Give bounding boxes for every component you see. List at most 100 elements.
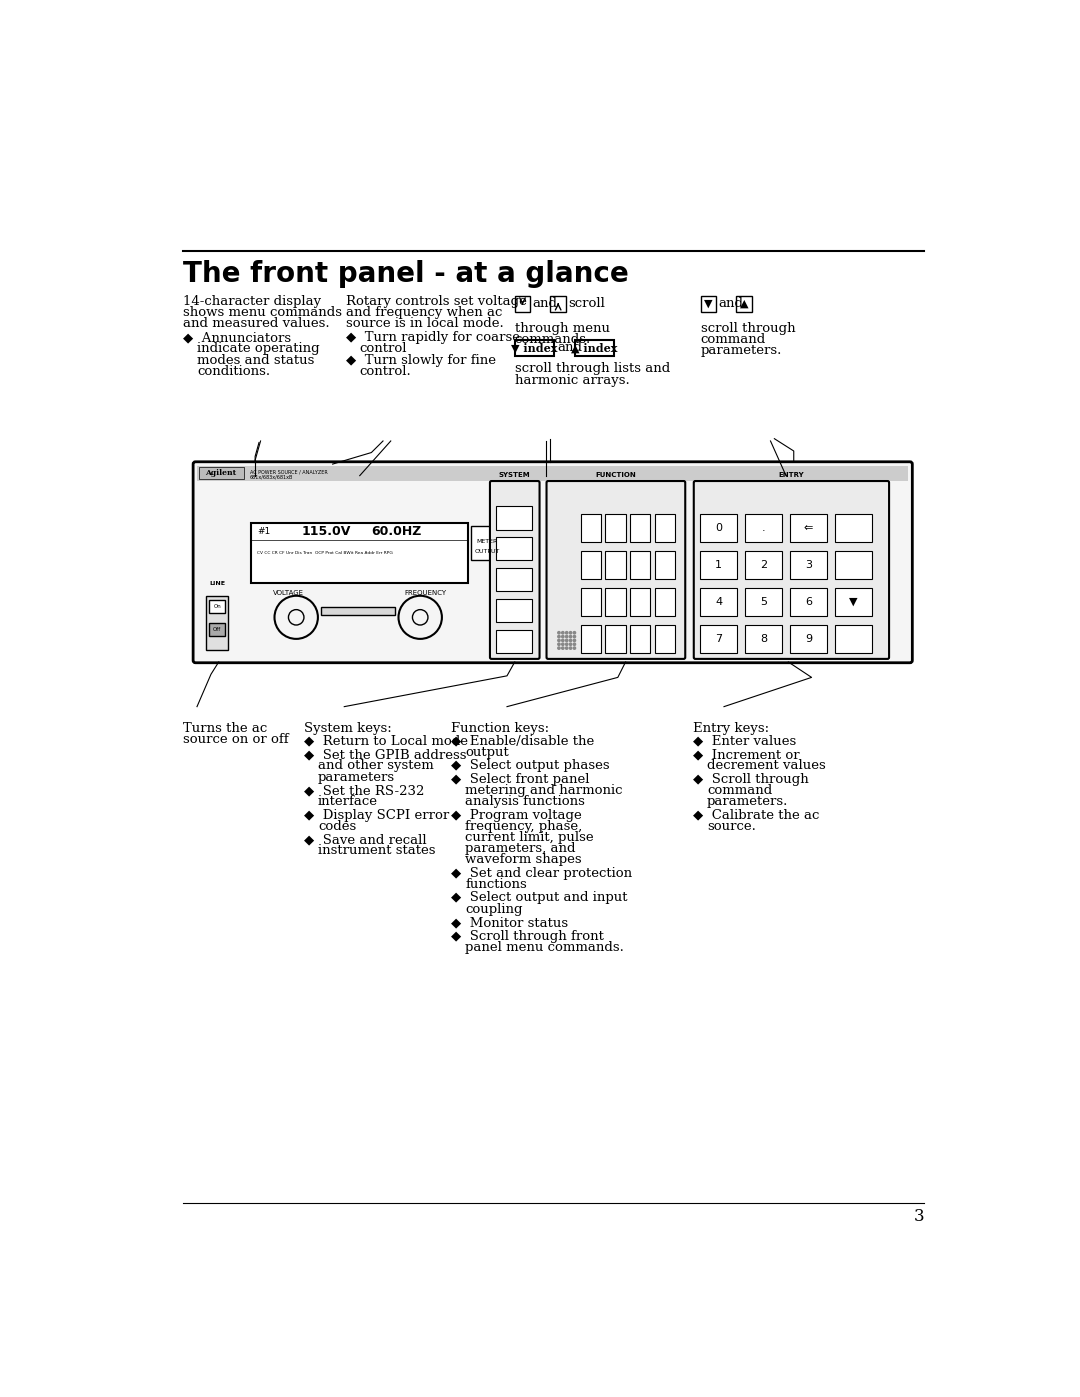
Text: ▲ index: ▲ index xyxy=(571,342,618,353)
Text: functions: functions xyxy=(465,877,527,891)
Bar xyxy=(835,514,872,542)
Bar xyxy=(656,588,675,616)
Circle shape xyxy=(573,636,576,637)
Circle shape xyxy=(557,631,561,634)
Text: shows menu commands: shows menu commands xyxy=(183,306,342,319)
Text: ◆  Save and recall: ◆ Save and recall xyxy=(303,833,427,847)
Text: ⇐: ⇐ xyxy=(804,522,813,534)
Text: and: and xyxy=(557,341,582,355)
Bar xyxy=(496,538,531,560)
Text: output: output xyxy=(465,746,509,759)
Text: frequency, phase,: frequency, phase, xyxy=(465,820,582,833)
Text: source.: source. xyxy=(707,820,756,833)
Text: 60.0HZ: 60.0HZ xyxy=(372,525,422,538)
Text: System keys:: System keys: xyxy=(303,722,392,735)
Bar xyxy=(515,296,530,312)
Text: 1: 1 xyxy=(715,560,723,570)
Circle shape xyxy=(569,647,571,650)
Text: scroll through: scroll through xyxy=(701,321,795,335)
Text: Off: Off xyxy=(213,627,221,631)
Text: and: and xyxy=(718,298,743,310)
FancyBboxPatch shape xyxy=(546,481,685,659)
Text: waveform shapes: waveform shapes xyxy=(465,854,582,866)
Circle shape xyxy=(557,647,561,650)
Text: ◆  Scroll through: ◆ Scroll through xyxy=(693,773,809,787)
Text: metering and harmonic: metering and harmonic xyxy=(465,784,623,798)
Bar xyxy=(496,630,531,652)
Circle shape xyxy=(569,631,571,634)
Text: ▼ index: ▼ index xyxy=(511,342,557,353)
Text: 3: 3 xyxy=(805,560,812,570)
Circle shape xyxy=(562,636,564,637)
Text: FUNCTION: FUNCTION xyxy=(595,472,636,478)
Text: 4: 4 xyxy=(715,597,723,606)
Text: decrement values: decrement values xyxy=(707,760,826,773)
Text: conditions.: conditions. xyxy=(197,365,270,377)
Text: ▼: ▼ xyxy=(849,597,858,606)
Circle shape xyxy=(566,631,568,634)
Circle shape xyxy=(569,643,571,645)
Text: harmonic arrays.: harmonic arrays. xyxy=(515,373,630,387)
Text: scroll through lists and: scroll through lists and xyxy=(515,362,670,376)
Circle shape xyxy=(573,643,576,645)
Bar xyxy=(745,550,782,578)
Text: and other system: and other system xyxy=(318,760,434,773)
Text: The front panel - at a glance: The front panel - at a glance xyxy=(183,260,629,288)
FancyBboxPatch shape xyxy=(193,462,913,662)
Text: ◆  Annunciators: ◆ Annunciators xyxy=(183,331,292,344)
Text: FREQUENCY: FREQUENCY xyxy=(405,590,447,595)
Text: METER: METER xyxy=(476,539,498,543)
Circle shape xyxy=(573,640,576,641)
Circle shape xyxy=(557,636,561,637)
Text: scroll: scroll xyxy=(568,298,605,310)
Bar xyxy=(700,514,738,542)
Text: Rotary controls set voltage: Rotary controls set voltage xyxy=(346,295,527,307)
Circle shape xyxy=(569,636,571,637)
Circle shape xyxy=(562,647,564,650)
Bar xyxy=(210,623,225,636)
Bar xyxy=(581,588,600,616)
Text: 8: 8 xyxy=(760,634,767,644)
Text: ◆  Monitor status: ◆ Monitor status xyxy=(451,916,568,929)
Bar xyxy=(745,624,782,652)
Text: coupling: coupling xyxy=(465,902,523,915)
FancyBboxPatch shape xyxy=(490,481,540,659)
Text: parameters: parameters xyxy=(318,771,395,784)
Text: 0: 0 xyxy=(715,522,723,534)
Text: ▲: ▲ xyxy=(740,299,748,309)
Text: ◆  Scroll through front: ◆ Scroll through front xyxy=(451,929,604,943)
Bar xyxy=(700,550,738,578)
Bar xyxy=(606,514,625,542)
Bar xyxy=(206,595,228,650)
Text: 6: 6 xyxy=(805,597,812,606)
Text: analysis functions: analysis functions xyxy=(465,795,585,809)
Bar xyxy=(631,588,650,616)
Text: ◆  Program voltage: ◆ Program voltage xyxy=(451,809,582,821)
Text: ◆  Increment or: ◆ Increment or xyxy=(693,749,799,761)
Text: .: . xyxy=(761,522,766,534)
Circle shape xyxy=(562,640,564,641)
Bar xyxy=(700,588,738,616)
Text: control: control xyxy=(360,342,407,355)
Bar xyxy=(581,514,600,542)
Text: 3: 3 xyxy=(914,1208,924,1225)
Text: source is in local mode.: source is in local mode. xyxy=(346,317,503,330)
Text: through menu: through menu xyxy=(515,321,610,335)
Text: modes and status: modes and status xyxy=(197,353,314,366)
Text: LINE: LINE xyxy=(210,581,225,585)
Circle shape xyxy=(566,640,568,641)
Text: ◆  Set the RS-232: ◆ Set the RS-232 xyxy=(303,784,424,798)
Text: ◆  Enable/disable the: ◆ Enable/disable the xyxy=(451,735,594,747)
Bar xyxy=(789,588,827,616)
Bar xyxy=(576,339,613,355)
Text: 5: 5 xyxy=(760,597,767,606)
Text: ◆  Turn slowly for fine: ◆ Turn slowly for fine xyxy=(346,353,496,366)
Text: 681x/683x/681xB: 681x/683x/681xB xyxy=(249,475,293,479)
Text: ◆  Set and clear protection: ◆ Set and clear protection xyxy=(451,866,632,880)
Text: panel menu commands.: panel menu commands. xyxy=(465,940,624,954)
Text: ◆  Select output and input: ◆ Select output and input xyxy=(451,891,627,904)
Bar xyxy=(789,514,827,542)
Text: #1: #1 xyxy=(257,527,271,536)
Text: CV CC CR CF Unr Dis Tran  OCP Prot Cal BWit Rea Addr Err RPG: CV CC CR CF Unr Dis Tran OCP Prot Cal BW… xyxy=(257,550,393,555)
Text: and measured values.: and measured values. xyxy=(183,317,329,330)
